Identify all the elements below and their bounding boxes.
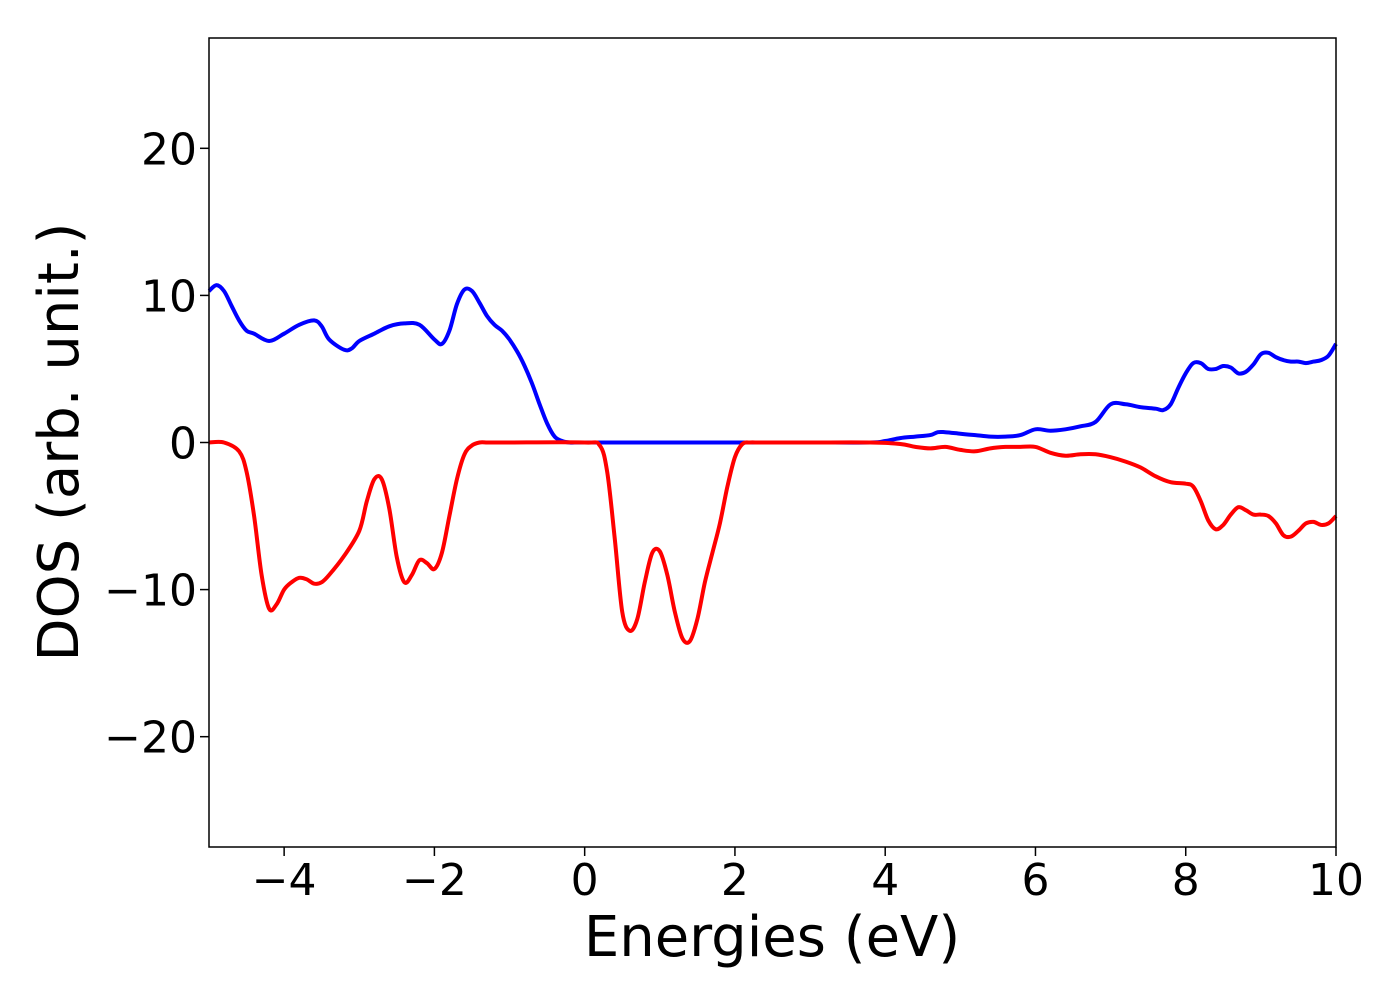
y-axis: 20 10 0 −10 −20 (104, 124, 209, 764)
series-layer (207, 283, 1338, 645)
x-axis: −4 −2 0 2 4 6 8 10 (252, 847, 1364, 906)
x-tick-label: 6 (1021, 855, 1049, 906)
x-tick-label: −4 (252, 855, 317, 906)
x-tick-label: −2 (402, 855, 467, 906)
x-tick-label: 0 (571, 855, 599, 906)
x-tick-label: 8 (1172, 855, 1200, 906)
y-axis-label: DOS (arb. unit.) (27, 222, 92, 661)
x-tick-label: 2 (721, 855, 749, 906)
series-line-0 (207, 283, 1338, 445)
y-tick-label: 0 (169, 419, 197, 470)
series-line-1 (208, 439, 1338, 645)
y-tick-label: −20 (104, 713, 197, 764)
x-tick-label: 4 (871, 855, 899, 906)
y-tick-label: 10 (141, 271, 197, 322)
x-axis-label: Energies (eV) (584, 905, 960, 970)
x-tick-label: 10 (1308, 855, 1364, 906)
y-tick-label: −10 (104, 566, 197, 617)
y-tick-label: 20 (141, 124, 197, 175)
